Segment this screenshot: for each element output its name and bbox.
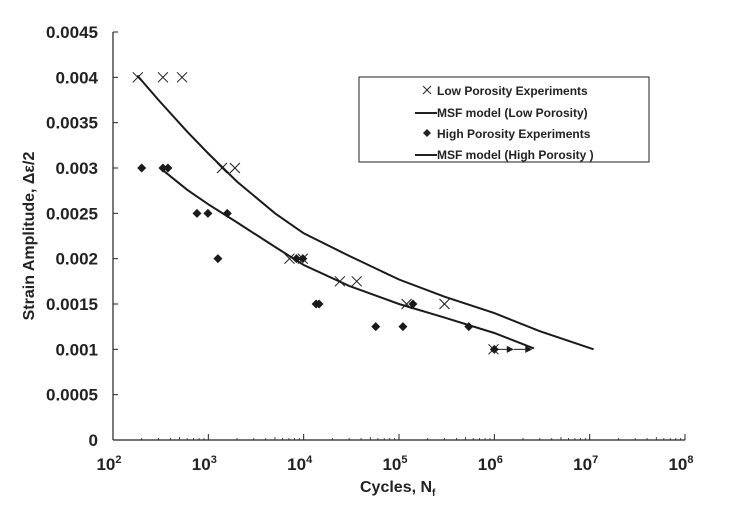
x-marker: [284, 253, 295, 265]
y-tick-label: 0.004: [55, 68, 98, 87]
x-marker-stroke: [176, 71, 188, 83]
legend-item-high-porosity-experiments: High Porosity Experiments: [423, 127, 591, 141]
legend-label: High Porosity Experiments: [437, 127, 591, 141]
x-marker: [157, 71, 169, 83]
legend: Low Porosity Experiments MSF model (Low …: [358, 76, 650, 163]
y-ticks: 0 0.0005 0.001 0.0015 0.002 0.0025 0.003 0.0035…: [46, 23, 118, 450]
x-tick-label: 104: [287, 454, 313, 474]
diamond-marker: [137, 163, 147, 173]
y-tick-label: 0.0005: [46, 386, 98, 405]
diamond-marker: [371, 322, 381, 332]
runout-arrow-head: [525, 345, 533, 353]
x-ticks: 102 103 104 105 106 107 108: [96, 434, 694, 474]
series-msf-model-low-porosity: [136, 74, 594, 351]
x-tick-base: 10: [287, 455, 306, 474]
x-axis-title: Cycles, Nf: [360, 479, 436, 499]
diamond-marker: [298, 254, 308, 264]
model-curve: [136, 74, 594, 351]
plot-area: [132, 71, 594, 355]
x-tick-base: 10: [96, 455, 115, 474]
x-tick-label: 102: [96, 454, 121, 474]
x-tick-label: 107: [573, 454, 598, 474]
x-tick-exponent: 6: [497, 454, 503, 466]
x-marker: [229, 162, 241, 174]
x-axis-title-subscript: f: [432, 488, 436, 499]
x-tick-exponent: 4: [306, 454, 313, 466]
x-marker-icon: [422, 85, 432, 95]
x-marker-stroke: [439, 298, 450, 310]
runout-arrow-head: [506, 345, 514, 353]
diamond-marker: [158, 163, 168, 173]
axes: 0 0.0005 0.001 0.0015 0.002 0.0025 0.003 0.0035…: [46, 23, 694, 474]
y-tick-label: 0.0025: [46, 204, 98, 223]
x-tick-label: 105: [382, 454, 407, 474]
x-marker-stroke: [351, 275, 363, 287]
x-marker-stroke: [401, 298, 412, 310]
legend-box: [358, 76, 650, 163]
diamond-marker: [192, 208, 202, 218]
diamond-marker: [408, 299, 418, 309]
diamond-marker: [203, 208, 213, 218]
x-tick-exponent: 3: [211, 454, 217, 466]
x-tick-exponent: 5: [401, 454, 407, 466]
x-tick-base: 10: [192, 455, 211, 474]
x-tick-exponent: 7: [592, 454, 598, 466]
x-tick-label: 103: [192, 454, 217, 474]
y-tick-label: 0.003: [55, 159, 98, 178]
x-tick-exponent: 2: [115, 454, 121, 466]
diamond-marker: [213, 254, 223, 264]
x-tick-base: 10: [478, 455, 497, 474]
series-msf-model-high-porosity: [161, 169, 535, 350]
diamond-marker: [163, 163, 173, 173]
x-tick-base: 10: [573, 455, 592, 474]
x-tick-base: 10: [668, 455, 687, 474]
x-marker-stroke: [157, 71, 169, 83]
y-tick-label: 0.0015: [46, 295, 98, 314]
diamond-marker: [314, 299, 324, 309]
y-tick-label: 0: [89, 431, 98, 450]
y-tick-label: 0.001: [55, 340, 98, 359]
x-axis-title-main: Cycles, N: [360, 479, 432, 496]
model-curve: [161, 169, 535, 350]
legend-label: MSF model (High Porosity ): [437, 148, 594, 162]
x-tick-label: 106: [478, 454, 503, 474]
y-tick-label: 0.002: [55, 250, 98, 269]
runout-arrows: [494, 345, 533, 353]
y-axis-title: Strain Amplitude, Δε/2: [21, 152, 38, 321]
x-tick-base: 10: [382, 455, 401, 474]
diamond-marker-icon: [423, 129, 431, 137]
x-marker: [176, 71, 188, 83]
x-marker-stroke: [284, 253, 295, 265]
x-tick-exponent: 8: [687, 454, 693, 466]
legend-item-msf-high-porosity: MSF model (High Porosity ): [415, 148, 594, 162]
legend-label: MSF model (Low Porosity): [437, 106, 588, 120]
diamond-marker: [398, 322, 408, 332]
x-marker-stroke: [229, 162, 241, 174]
legend-item-msf-low-porosity: MSF model (Low Porosity): [415, 106, 588, 120]
legend-item-low-porosity-experiments: Low Porosity Experiments: [422, 84, 588, 98]
x-marker: [439, 298, 450, 310]
y-tick-label: 0.0035: [46, 114, 98, 133]
legend-label: Low Porosity Experiments: [437, 84, 588, 98]
x-tick-label: 108: [668, 454, 693, 474]
x-marker: [351, 275, 363, 287]
y-tick-label: 0.0045: [46, 23, 98, 42]
